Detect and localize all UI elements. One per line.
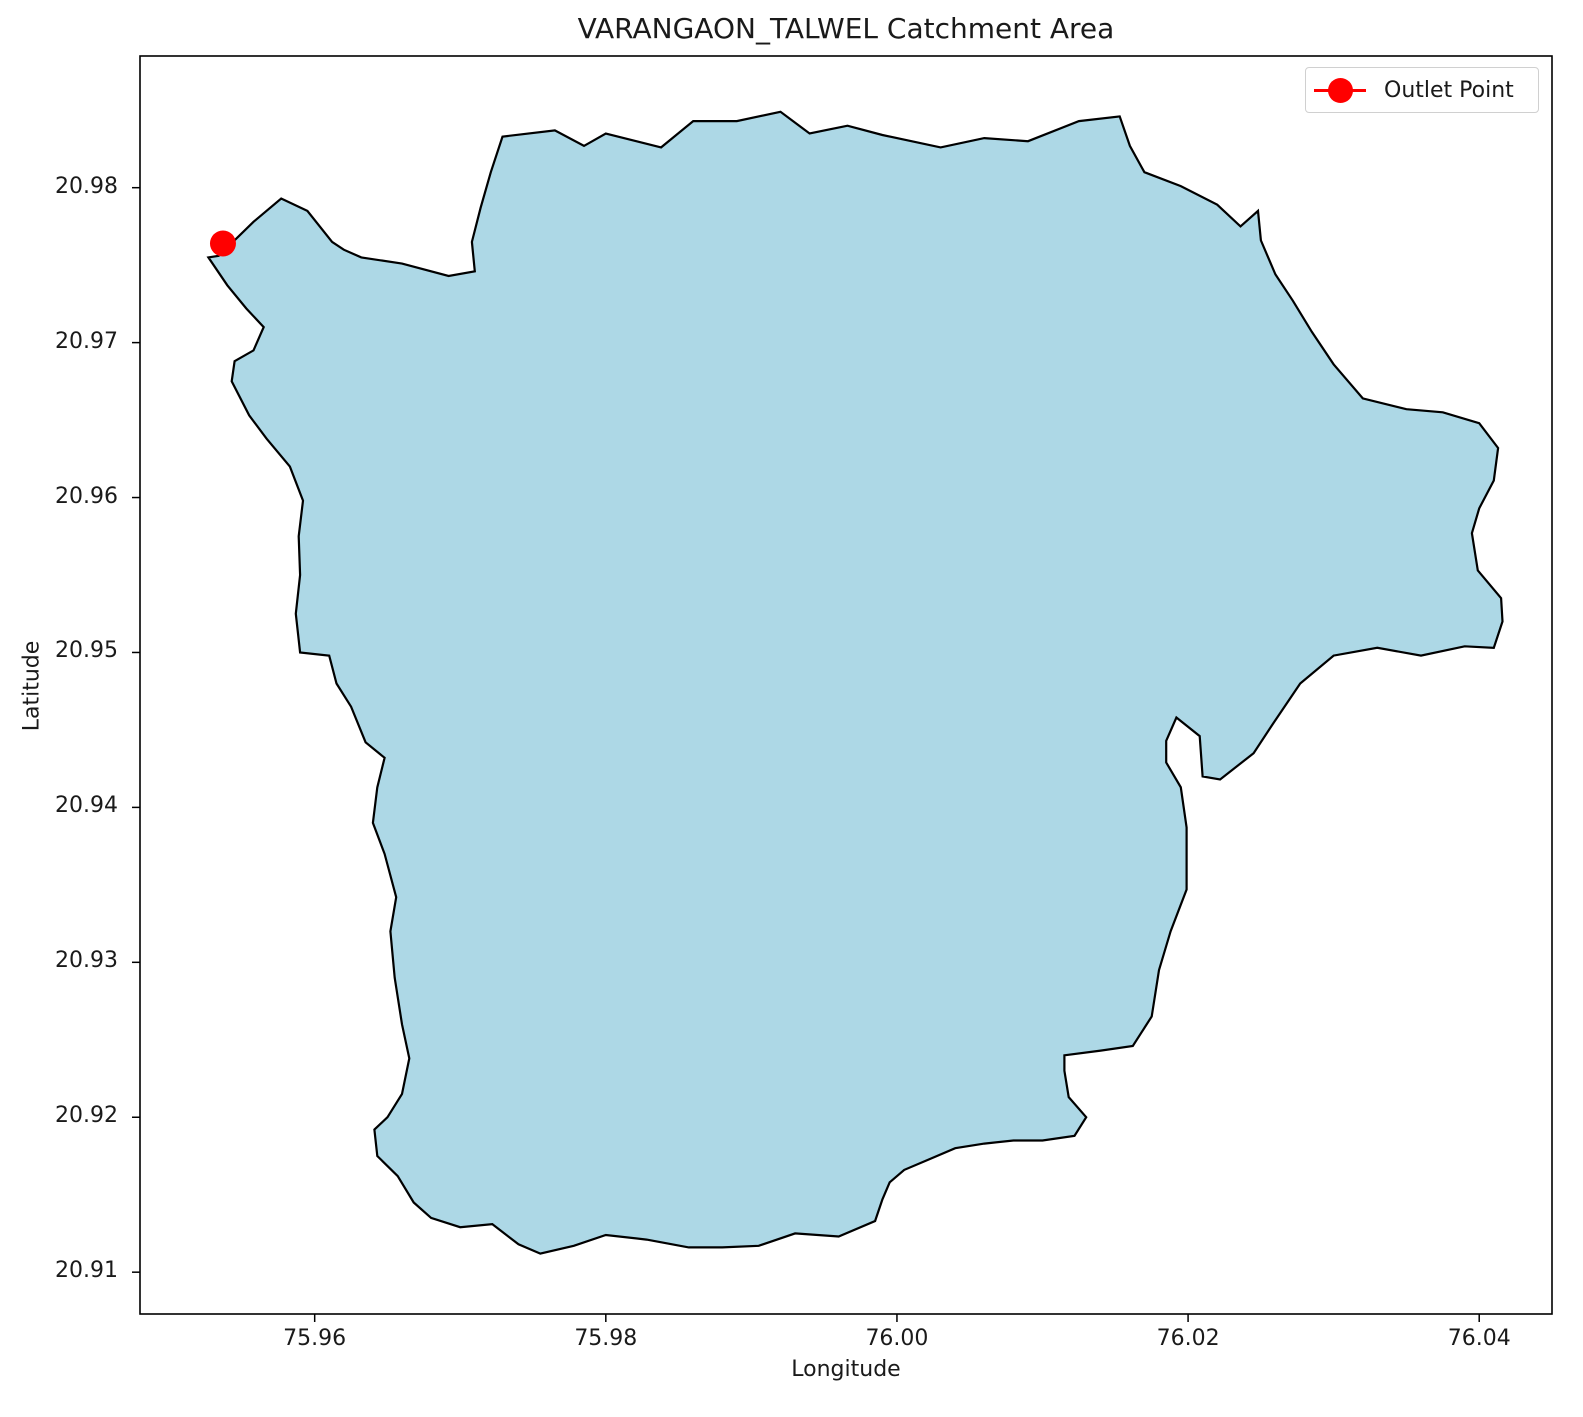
x-tick-label: 76.04	[1447, 1326, 1511, 1351]
outlet-point-legend-marker	[1314, 68, 1370, 112]
x-tick-label: 75.96	[283, 1326, 347, 1351]
x-axis-ticks	[313, 1314, 1480, 1322]
legend-dot	[1328, 78, 1353, 103]
x-tick-label: 75.98	[574, 1326, 638, 1351]
outlet-point-marker[interactable]	[209, 230, 236, 257]
y-axis-ticks	[132, 186, 140, 1273]
y-tick-label: 20.91	[55, 1258, 118, 1284]
legend: Outlet Point	[1305, 67, 1539, 113]
y-tick-label: 20.96	[55, 483, 118, 509]
x-tick-label: 76.02	[1156, 1326, 1220, 1351]
y-tick-label: 20.98	[55, 173, 118, 199]
y-tick-label: 20.93	[55, 948, 118, 974]
chart-title: VARANGAON_TALWEL Catchment Area	[577, 12, 1115, 45]
plot-frame	[139, 55, 1553, 1315]
x-axis-label: Longitude	[791, 1357, 901, 1382]
catchment-polygon	[206, 110, 1504, 1255]
y-tick-label: 20.97	[55, 328, 118, 354]
legend-label: Outlet Point	[1384, 77, 1514, 103]
y-tick-label: 20.92	[55, 1103, 118, 1129]
y-tick-label: 20.94	[55, 793, 118, 819]
x-tick-label: 76.00	[865, 1326, 929, 1351]
y-tick-label: 20.95	[55, 638, 118, 664]
